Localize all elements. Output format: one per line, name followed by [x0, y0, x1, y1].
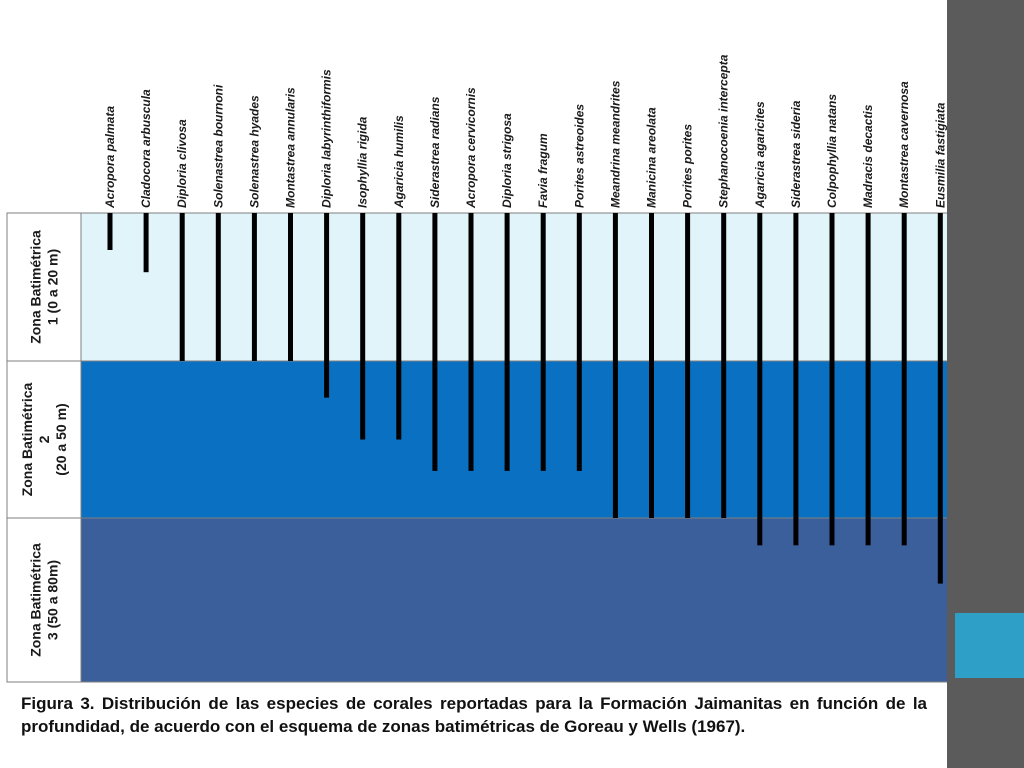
species-label-isophyllia-rigida: Isophyllia rigida: [356, 116, 370, 208]
species-label-siderastrea-radians: Siderastrea radians: [428, 96, 442, 208]
species-bar-isophyllia-rigida: [360, 213, 366, 440]
species-bar-diploria-clivosa: [179, 213, 185, 361]
species-bar-siderastrea-sideria: [793, 213, 799, 546]
species-label-solenastrea-hyades: Solenastrea hyades: [247, 95, 261, 208]
side-panel-accent: [955, 613, 1024, 678]
species-label-colpophyllia-natans: Colpophyllia natans: [825, 94, 839, 208]
species-bar-cladocora-arbuscula: [143, 213, 149, 273]
species-label-agaricia-humilis: Agaricia humilis: [392, 115, 406, 209]
zone-band-1: [80, 212, 947, 362]
zone-label-cell-3: [6, 517, 82, 683]
species-bar-porites-astreoides: [576, 213, 582, 471]
species-bar-siderastrea-radians: [432, 213, 438, 471]
species-bar-eusmilia-fastigiata: [937, 213, 943, 584]
species-bar-diploria-labyrinthiformis: [324, 213, 330, 398]
species-bar-colpophyllia-natans: [829, 213, 835, 546]
species-labels-layer: Acropora palmata Cladocora arbuscula Diplo…: [103, 54, 947, 209]
species-bars-layer: [107, 213, 943, 584]
species-label-diploria-strigosa: Diploria strigosa: [500, 113, 514, 208]
species-bar-stephanocoenia-intercepta: [721, 213, 727, 518]
zone-label-line: Zona Batimétrica: [28, 230, 44, 344]
species-label-acropora-palmata: Acropora palmata: [103, 106, 117, 209]
species-label-favia-fragum: Favia fragum: [536, 133, 550, 208]
species-label-acropora-cervicornis: Acropora cervicornis: [464, 87, 478, 209]
zone-label-line: 2: [36, 435, 52, 443]
species-label-agaricia-agaricites: Agaricia agaricites: [753, 101, 767, 209]
species-bar-manicina-areolata: [649, 213, 654, 518]
zone-label-1: Zona Batimétrica1 (0 a 20 m): [28, 230, 61, 344]
species-label-stephanocoenia-intercepta: Stephanocoenia intercepta: [717, 54, 731, 208]
species-bar-agaricia-agaricites: [757, 213, 763, 546]
species-bar-solenastrea-hyades: [251, 213, 257, 361]
species-bar-diploria-strigosa: [504, 213, 510, 471]
zone-label-line: Zona Batimétrica: [28, 543, 44, 657]
zone-band-3: [80, 517, 947, 683]
zone-label-cell-2: [6, 360, 82, 519]
species-label-porites-astreoides: Porites astreoides: [572, 104, 586, 208]
species-bar-montastrea-annularis: [288, 213, 293, 361]
zone-label-line: 3 (50 a 80m): [45, 560, 61, 640]
species-bar-montastrea-cavernosa: [901, 213, 907, 546]
zone-labels-layer: Zona Batimétrica1 (0 a 20 m)Zona Batimét…: [19, 230, 69, 657]
species-label-manicina-areolata: Manicina areolata: [645, 107, 659, 208]
species-label-diploria-clivosa: Diploria clivosa: [175, 119, 189, 208]
zone-label-2: Zona Batimétrica2(20 a 50 m): [19, 382, 69, 496]
figure-caption: Figura 3. Distribución de las especies d…: [21, 694, 927, 736]
species-bar-porites-porites: [685, 213, 691, 518]
zone-label-3: Zona Batimétrica3 (50 a 80m): [28, 543, 61, 657]
species-bar-meandrina-meandrites: [612, 213, 618, 518]
depth-distribution-diagram: Acropora palmata Cladocora arbuscula Diplo…: [6, 54, 947, 683]
zone-label-line: 1 (0 a 20 m): [45, 249, 61, 325]
species-bar-agaricia-humilis: [396, 213, 402, 440]
species-label-cladocora-arbuscula: Cladocora arbuscula: [139, 89, 153, 208]
species-bar-madracis-decactis: [865, 213, 871, 546]
species-label-montastrea-annularis: Montastrea annularis: [284, 87, 298, 208]
species-bar-acropora-palmata: [107, 213, 113, 250]
species-label-siderastrea-sideria: Siderastrea sideria: [789, 100, 803, 208]
species-bar-solenastrea-bournoni: [215, 213, 221, 361]
species-label-porites-porites: Porites porites: [681, 124, 695, 208]
zone-label-line: Zona Batimétrica: [19, 382, 35, 496]
zone-band-2: [80, 360, 947, 519]
zone-label-cell-1: [6, 212, 82, 362]
zone-label-line: (20 a 50 m): [53, 403, 69, 475]
species-label-solenastrea-bournoni: Solenastrea bournoni: [211, 84, 225, 208]
zones-layer: [6, 212, 947, 683]
species-label-meandrina-meandrites: Meandrina meandrites: [608, 80, 622, 208]
species-bar-acropora-cervicornis: [468, 213, 474, 471]
species-label-madracis-decactis: Madracis decactis: [861, 104, 875, 208]
species-label-eusmilia-fastigiata: Eusmilia fastigiata: [933, 102, 947, 208]
species-label-montastrea-cavernosa: Montastrea cavernosa: [897, 81, 911, 208]
species-label-diploria-labyrinthiformis: Diploria labyrinthiformis: [320, 69, 334, 208]
species-bar-favia-fragum: [540, 213, 546, 471]
